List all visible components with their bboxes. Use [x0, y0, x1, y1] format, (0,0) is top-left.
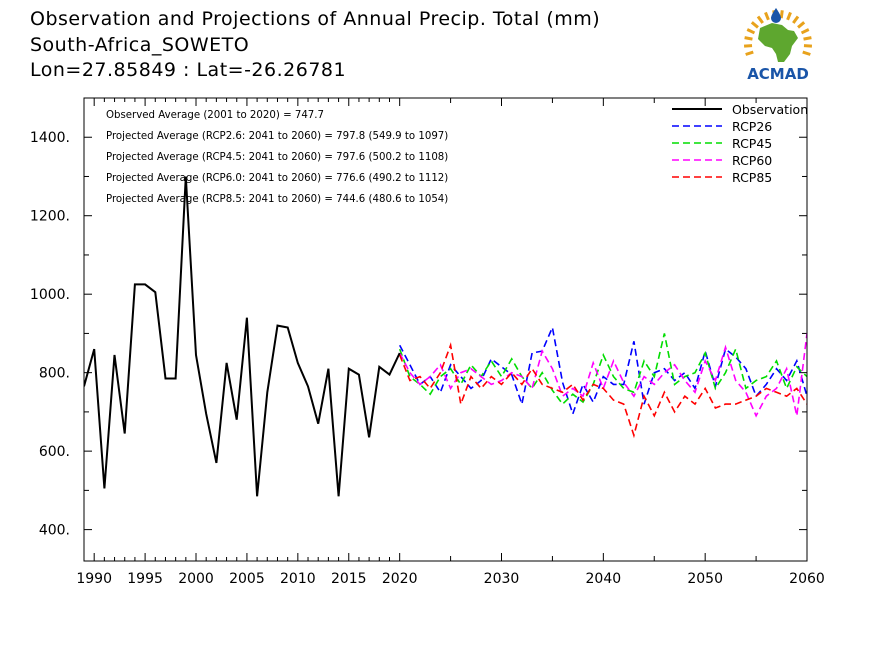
- legend-label: RCP26: [732, 119, 772, 134]
- x-tick-label: 1995: [127, 571, 163, 587]
- x-tick-label: 2050: [687, 571, 723, 587]
- x-tick-label: 2060: [789, 571, 825, 587]
- sun-ray: [802, 50, 811, 56]
- plot-frame: [83, 97, 808, 562]
- legend-label: RCP85: [732, 170, 772, 185]
- chart-legend: Observation RCP26 RCP45 RCP60 RCP85: [672, 102, 808, 185]
- x-tick-label: 1990: [76, 571, 112, 587]
- annotation-line: Projected Average (RCP2.6: 2041 to 2060)…: [106, 131, 448, 142]
- sun-ray: [792, 15, 800, 24]
- sun-ray: [764, 11, 770, 21]
- axis-ticks: [84, 97, 808, 561]
- sun-ray: [756, 15, 764, 24]
- x-tick-label: 2030: [484, 571, 520, 587]
- chart-coordinates: Lon=27.85849 : Lat=-26.26781: [30, 59, 347, 81]
- y-tick-label: 1200.: [30, 209, 70, 225]
- series-line-rcp26: [398, 324, 807, 417]
- legend-label: Observation: [732, 102, 808, 117]
- y-tick-labels: 400. 600. 800. 1000. 1200. 1400.: [30, 130, 70, 538]
- annotation-line: Projected Average (RCP8.5: 2041 to 2060)…: [106, 194, 448, 205]
- sun-ray: [800, 28, 810, 35]
- sun-ray: [803, 36, 812, 41]
- y-tick-label: 600.: [39, 444, 70, 460]
- sun-ray: [743, 44, 753, 48]
- x-tick-label: 2020: [382, 571, 418, 587]
- legend-label: RCP45: [732, 136, 772, 151]
- sun-ray: [803, 44, 813, 48]
- y-tick-label: 1400.: [30, 130, 70, 146]
- y-tick-label: 400.: [39, 523, 70, 539]
- chart-location: South-Africa_SOWETO: [30, 34, 250, 56]
- sun-ray: [779, 10, 784, 19]
- y-tick-label: 800.: [39, 366, 70, 382]
- x-tick-label: 2040: [586, 571, 622, 587]
- sun-ray: [786, 11, 792, 21]
- annotation-line: Projected Average (RCP6.0: 2041 to 2060)…: [106, 173, 448, 184]
- sun-ray: [744, 36, 753, 41]
- legend-label: RCP60: [732, 153, 772, 168]
- sun-ray: [746, 28, 756, 35]
- chart-title: Observation and Projections of Annual Pr…: [30, 8, 601, 30]
- series-layer: [84, 176, 807, 497]
- x-tick-label: 2015: [331, 571, 367, 587]
- sun-ray: [750, 21, 759, 29]
- annotation-line: Observed Average (2001 to 2020) = 747.7: [106, 110, 324, 121]
- acmad-logo-icon: ACMAD: [743, 8, 813, 83]
- sun-ray: [797, 21, 806, 29]
- y-tick-label: 1000.: [30, 287, 70, 303]
- series-line-rcp85: [398, 342, 807, 439]
- x-tick-label: 2005: [229, 571, 265, 587]
- x-tick-labels: 1990 1995 2000 2005 2010 2015 2020 2030 2040 2050…: [76, 571, 824, 587]
- x-tick-label: 2000: [178, 571, 214, 587]
- series-line-observation: [84, 176, 401, 497]
- x-tick-label: 2010: [280, 571, 316, 587]
- water-drop-icon: [771, 8, 781, 23]
- annotation-line: Projected Average (RCP4.5: 2041 to 2060)…: [106, 152, 448, 163]
- africa-map-icon: [758, 23, 798, 62]
- sun-ray: [745, 50, 754, 56]
- series-line-rcp60: [398, 333, 807, 418]
- annotation-block: Observed Average (2001 to 2020) = 747.7 P…: [106, 110, 448, 205]
- logo-text: ACMAD: [747, 65, 809, 83]
- series-line-rcp45: [398, 333, 807, 406]
